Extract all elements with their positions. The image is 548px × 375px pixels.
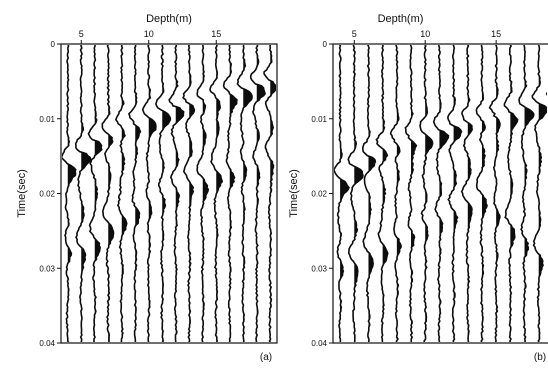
trace-wiggle <box>87 45 103 342</box>
trace-wiggle <box>518 45 535 342</box>
y-tick-label: 0.04 <box>39 339 55 348</box>
trace-wiggle <box>475 45 488 342</box>
x-tick-label: 5 <box>79 29 84 39</box>
trace-fill <box>162 45 171 342</box>
trace-wiggle <box>141 45 157 342</box>
trace-wiggle <box>419 45 434 342</box>
trace-wiggle <box>488 45 501 342</box>
trace-wiggle <box>222 45 238 342</box>
y-tick-label: 0 <box>51 40 56 49</box>
trace-wiggle <box>531 45 547 342</box>
trace-wiggle <box>503 45 519 342</box>
panel-label: (a) <box>260 352 272 363</box>
y-tick-label: 0.01 <box>39 115 55 124</box>
trace-fill <box>354 45 363 342</box>
x-tick-label: 5 <box>352 29 357 39</box>
traces-group <box>62 45 276 342</box>
panel-label: (b) <box>534 352 546 363</box>
x-tick-label: 10 <box>144 29 154 39</box>
y-tick-label: 0.02 <box>311 190 327 199</box>
y-tick-label: 0.03 <box>311 264 327 273</box>
trace-fill <box>135 45 141 342</box>
y-tick-label: 0.04 <box>311 339 327 348</box>
trace-wiggle <box>432 45 450 342</box>
trace-wiggle <box>154 45 172 342</box>
y-tick-label: 0.01 <box>311 115 327 124</box>
trace-wiggle <box>196 45 210 342</box>
trace-wiggle <box>74 45 92 342</box>
trace-wiggle <box>263 45 276 342</box>
trace-fill <box>202 45 209 342</box>
y-tick-label: 0 <box>323 40 328 49</box>
y-axis-title: Time(sec) <box>288 169 300 217</box>
trace-fill <box>81 45 91 342</box>
trace-wiggle <box>101 45 115 342</box>
trace-wiggle <box>404 45 418 342</box>
y-tick-label: 0.02 <box>39 190 55 199</box>
chart-panel-b: Depth(m) Time(sec) 5 10 15 0 0.01 0.02 0.03 0.04 (… <box>288 13 548 363</box>
x-tick-label: 10 <box>420 29 430 39</box>
traces-group <box>334 45 547 342</box>
x-axis-title: Depth(m) <box>146 13 192 25</box>
y-axis-title: Time(sec) <box>16 169 28 217</box>
trace-wiggle <box>460 45 473 342</box>
trace-wiggle <box>127 45 142 342</box>
trace-fill <box>538 45 547 342</box>
trace-wiggle <box>545 89 547 96</box>
trace-wiggle <box>168 45 185 342</box>
x-axis-title: Depth(m) <box>378 13 424 25</box>
x-tick-label: 15 <box>491 29 501 39</box>
trace-fill <box>175 45 184 342</box>
chart-panel-a: Depth(m) Time(sec) 5 10 15 0 0.01 0.02 0.03 0.04 (… <box>16 13 278 363</box>
trace-fill <box>368 45 376 342</box>
trace-wiggle <box>334 45 350 342</box>
x-tick-label: 15 <box>211 29 221 39</box>
trace-wiggle <box>347 45 364 342</box>
trace-wiggle <box>389 45 402 342</box>
trace-wiggle <box>361 45 377 342</box>
trace-fill <box>524 45 534 342</box>
trace-wiggle <box>447 45 463 342</box>
trace-wiggle <box>114 45 128 342</box>
trace-wiggle <box>375 45 389 342</box>
trace-fill <box>510 45 518 342</box>
trace-wiggle <box>236 45 253 342</box>
trace-wiggle <box>182 45 196 342</box>
trace-wiggle <box>209 45 224 342</box>
trace-wiggle <box>62 45 77 342</box>
y-tick-label: 0.03 <box>39 264 55 273</box>
trace-wiggle <box>249 45 266 342</box>
trace-fill <box>229 45 237 342</box>
